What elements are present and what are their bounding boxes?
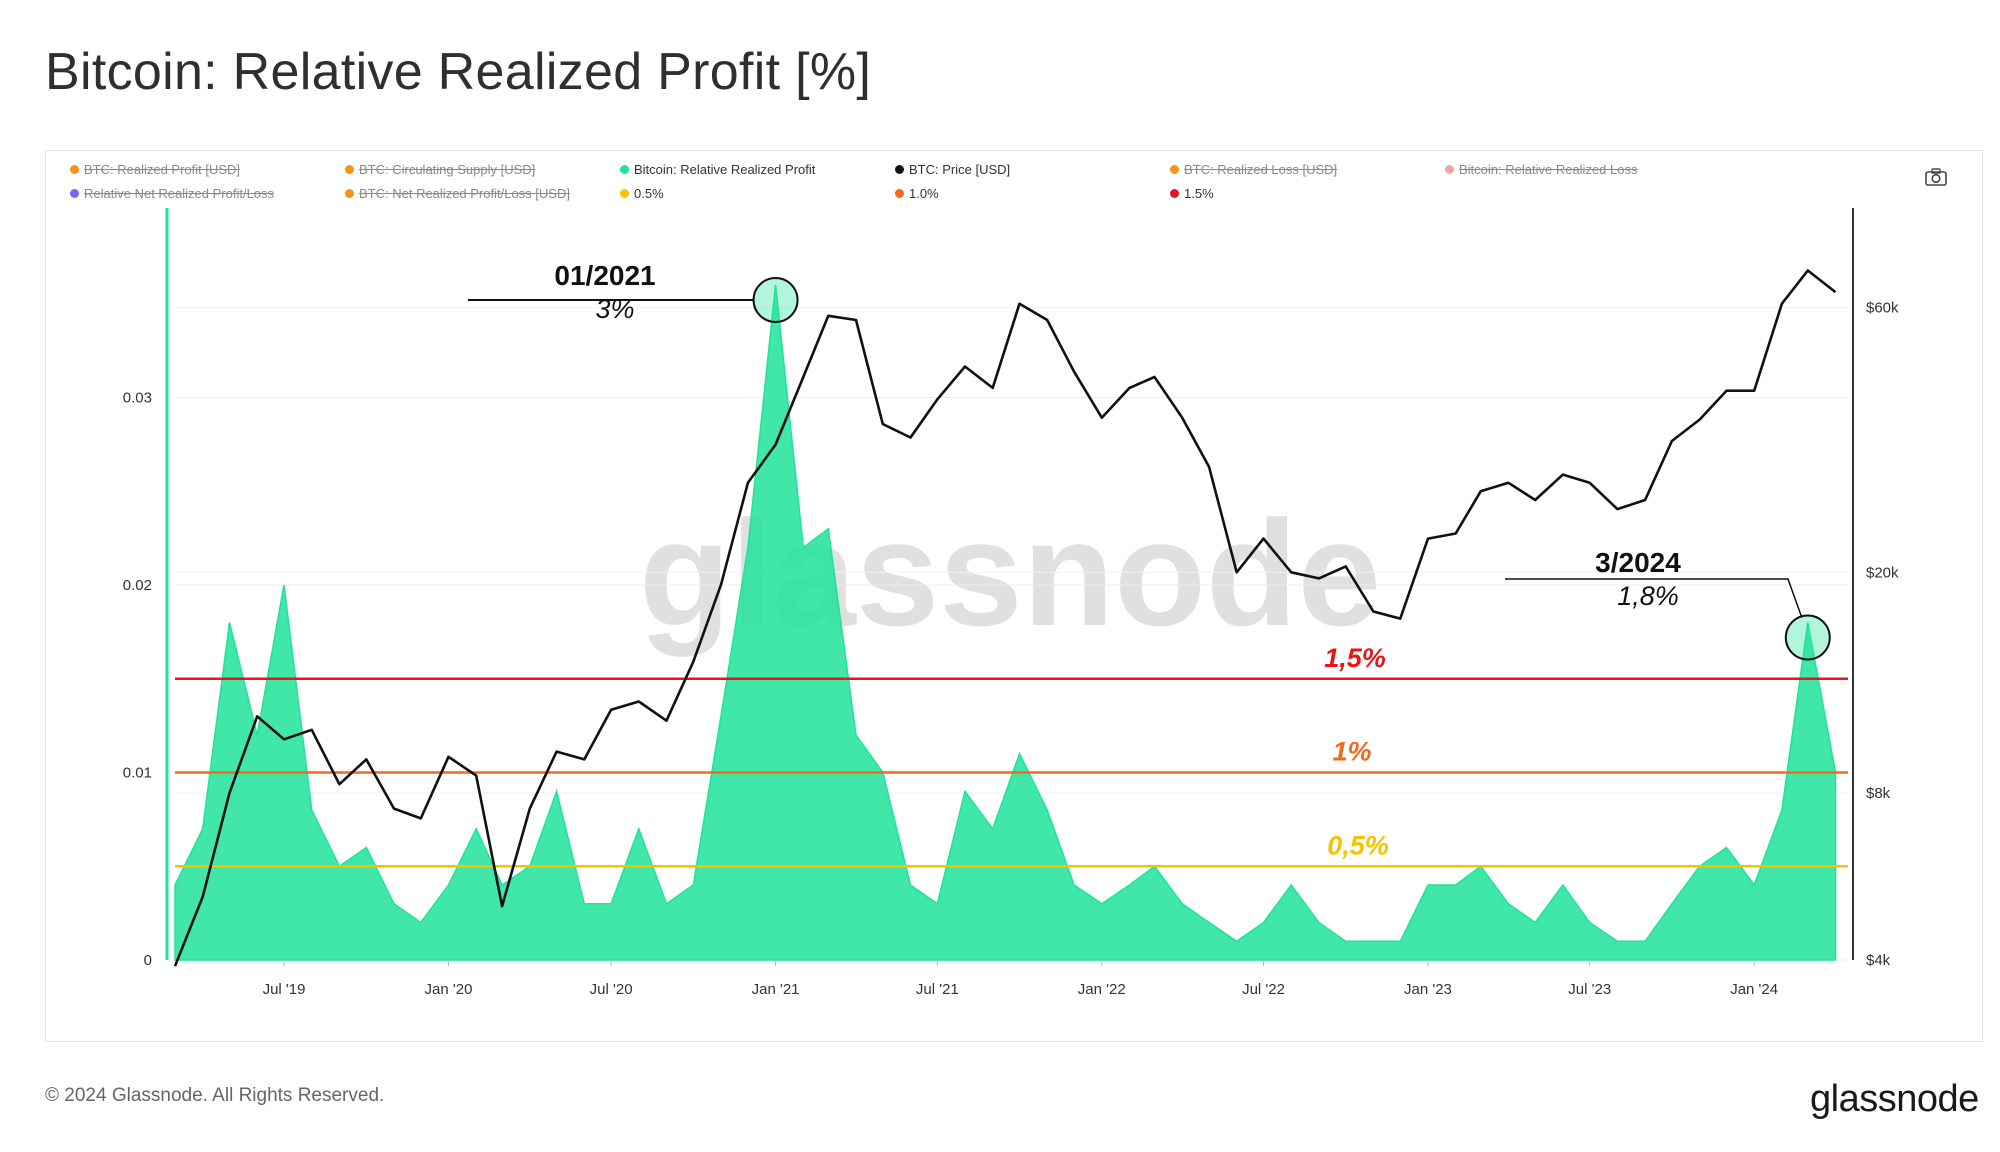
legend-item[interactable]: BTC: Price [USD] bbox=[895, 162, 1010, 177]
legend-dot-icon bbox=[1170, 189, 1179, 198]
threshold-label: 1,5% bbox=[1324, 643, 1386, 673]
legend-dot-icon bbox=[1170, 165, 1179, 174]
annotation-circle bbox=[1784, 614, 1831, 661]
annotation-circle bbox=[752, 277, 799, 323]
copyright-footer: © 2024 Glassnode. All Rights Reserved. bbox=[45, 1085, 385, 1106]
chart-container bbox=[45, 150, 1983, 1042]
x-tick-label: Jul '19 bbox=[263, 981, 306, 998]
y-tick-label-left: 0 bbox=[144, 952, 152, 969]
page-title: Bitcoin: Relative Realized Profit [%] bbox=[45, 43, 872, 101]
annotation-value: 1,8% bbox=[1617, 581, 1679, 611]
legend-item[interactable]: Bitcoin: Relative Realized Loss bbox=[1445, 162, 1637, 177]
y-tick-label-right: $8k bbox=[1866, 785, 1891, 802]
legend-dot-icon bbox=[70, 165, 79, 174]
camera-icon[interactable] bbox=[1925, 168, 1947, 186]
legend-dot-icon bbox=[1445, 165, 1454, 174]
x-tick-label: Jan '24 bbox=[1730, 981, 1778, 998]
legend-label: 0.5% bbox=[634, 186, 664, 201]
y-tick-label-left: 0.02 bbox=[123, 577, 152, 594]
annotation-title: 3/2024 bbox=[1595, 547, 1681, 578]
legend-dot-icon bbox=[620, 189, 629, 198]
x-tick-label: Jan '23 bbox=[1404, 981, 1452, 998]
legend-dot-icon bbox=[620, 165, 629, 174]
legend-dot-icon bbox=[345, 189, 354, 198]
relative-realized-profit-area bbox=[174, 284, 1837, 961]
legend-label: BTC: Realized Profit [USD] bbox=[84, 162, 241, 177]
y-tick-label-left: 0.03 bbox=[123, 390, 152, 407]
legend-label: BTC: Realized Loss [USD] bbox=[1184, 162, 1338, 177]
legend-item[interactable]: BTC: Realized Loss [USD] bbox=[1170, 162, 1337, 177]
threshold-label: 1% bbox=[1332, 737, 1371, 767]
legend-dot-icon bbox=[895, 189, 904, 198]
legend-label: BTC: Net Realized Profit/Loss [USD] bbox=[359, 186, 570, 201]
legend-item[interactable]: BTC: Circulating Supply [USD] bbox=[345, 162, 535, 177]
legend-item[interactable]: BTC: Realized Profit [USD] bbox=[70, 162, 240, 177]
annotation-value: 3% bbox=[595, 294, 634, 324]
legend-dot-icon bbox=[70, 189, 79, 198]
legend-item[interactable]: 1.0% bbox=[895, 186, 939, 201]
annotation-title: 01/2021 bbox=[554, 260, 655, 291]
legend-label: 1.5% bbox=[1184, 186, 1214, 201]
y-tick-label-right: $20k bbox=[1866, 564, 1899, 581]
threshold-label: 0,5% bbox=[1327, 830, 1389, 860]
legend-label: Bitcoin: Relative Realized Profit bbox=[634, 162, 816, 177]
legend-item[interactable]: Relative Net Realized Profit/Loss bbox=[70, 186, 274, 201]
x-tick-label: Jul '23 bbox=[1568, 981, 1611, 998]
legend-item[interactable]: BTC: Net Realized Profit/Loss [USD] bbox=[345, 186, 570, 201]
legend-label: BTC: Circulating Supply [USD] bbox=[359, 162, 536, 177]
y-tick-label-right: $4k bbox=[1866, 952, 1891, 969]
x-tick-label: Jul '20 bbox=[590, 981, 633, 998]
legend-label: BTC: Price [USD] bbox=[909, 162, 1011, 177]
annotation-leader-line bbox=[1505, 578, 1803, 618]
x-tick-label: Jan '20 bbox=[425, 981, 473, 998]
x-tick-label: Jul '22 bbox=[1242, 981, 1285, 998]
legend-label: Bitcoin: Relative Realized Loss bbox=[1459, 162, 1638, 177]
legend-label: Relative Net Realized Profit/Loss bbox=[84, 186, 275, 201]
x-tick-label: Jan '21 bbox=[752, 981, 800, 998]
legend-dot-icon bbox=[345, 165, 354, 174]
legend-item[interactable]: 1.5% bbox=[1170, 186, 1214, 201]
legend-label: 1.0% bbox=[909, 186, 939, 201]
y-tick-label-left: 0.01 bbox=[123, 765, 152, 782]
legend-item[interactable]: 0.5% bbox=[620, 186, 664, 201]
x-tick-label: Jan '22 bbox=[1078, 981, 1126, 998]
legend-dot-icon bbox=[895, 165, 904, 174]
legend-item[interactable]: Bitcoin: Relative Realized Profit bbox=[620, 162, 815, 177]
y-tick-label-right: $60k bbox=[1866, 300, 1899, 317]
btc-price-line bbox=[173, 269, 1837, 967]
glassnode-logo: glassnode bbox=[1810, 1078, 1979, 1120]
x-tick-label: Jul '21 bbox=[916, 981, 959, 998]
